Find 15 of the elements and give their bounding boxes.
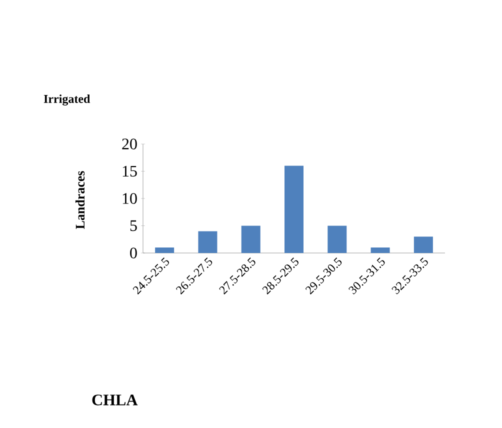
bar	[284, 166, 304, 253]
y-axis-title: Landraces	[75, 171, 85, 230]
chart-title: Irrigated	[44, 94, 90, 106]
y-tick-label: 0	[130, 248, 137, 258]
bar	[328, 226, 347, 253]
bar	[155, 248, 174, 253]
text: CHLA	[92, 394, 138, 406]
y-tick-label: 5	[130, 220, 137, 232]
bar	[414, 236, 433, 253]
y-tick-label: 10	[122, 193, 137, 204]
y-tick-label: 20	[122, 138, 137, 150]
y-tick-label: 15	[122, 166, 137, 177]
bar	[370, 248, 390, 253]
bar	[241, 226, 260, 253]
bar	[198, 231, 218, 253]
